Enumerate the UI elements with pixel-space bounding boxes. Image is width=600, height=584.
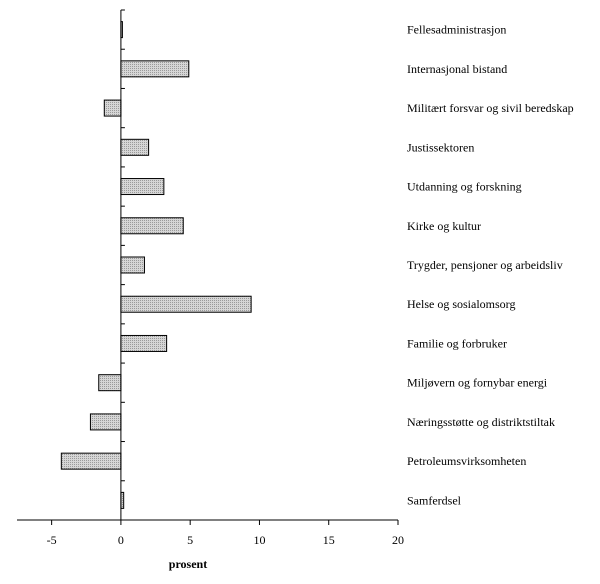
bar-trygder-pensjoner-og-arbeidsliv [120,256,145,274]
bar-kirke-og-kultur [120,217,184,235]
bar-miljøvern-og-fornybar-energi [98,374,122,392]
bar-petroleumsvirksomheten [60,452,122,470]
x-tick-label: 0 [118,533,124,547]
bar-næringsstøtte-og-distriktstiltak [89,413,122,431]
category-label: Familie og forbruker [407,336,507,350]
x-tick-label: 15 [323,533,335,547]
bar-militært-forsvar-og-sivil-beredskap [103,99,122,117]
bar-justissektoren [120,138,150,156]
category-label: Utdanning og forskning [407,180,522,194]
category-label: Helse og sosialomsorg [407,297,515,311]
category-labels: Fellesadministrasjon Internasjonal bistan… [407,23,574,508]
x-tick-label: -5 [47,533,57,547]
axes-layer [17,9,399,525]
category-label: Næringsstøtte og distriktstiltak [407,415,555,429]
x-axis-label: prosent [169,557,207,571]
x-tick-label: 20 [392,533,404,547]
bar-utdanning-og-forskning [120,178,165,196]
category-label: Militært forsvar og sivil beredskap [407,101,574,115]
bars-layer [60,21,252,509]
category-label: Petroleumsvirksomheten [407,454,526,468]
x-tick-label: 10 [253,533,265,547]
x-tick-labels: -5 0 5 10 15 20 [47,533,404,547]
category-label: Miljøvern og fornybar energi [407,376,548,390]
bar-familie-og-forbruker [120,334,168,352]
category-label: Justissektoren [407,140,474,154]
x-tick-label: 5 [187,533,193,547]
category-label: Kirke og kultur [407,219,481,233]
category-label: Fellesadministrasjon [407,23,506,37]
category-label: Trygder, pensjoner og arbeidsliv [407,258,563,272]
category-label: Internasjonal bistand [407,62,507,76]
category-label: Samferdsel [407,493,462,507]
bar-helse-og-sosialomsorg [120,295,252,313]
bar-internasjonal-bistand [120,60,190,78]
